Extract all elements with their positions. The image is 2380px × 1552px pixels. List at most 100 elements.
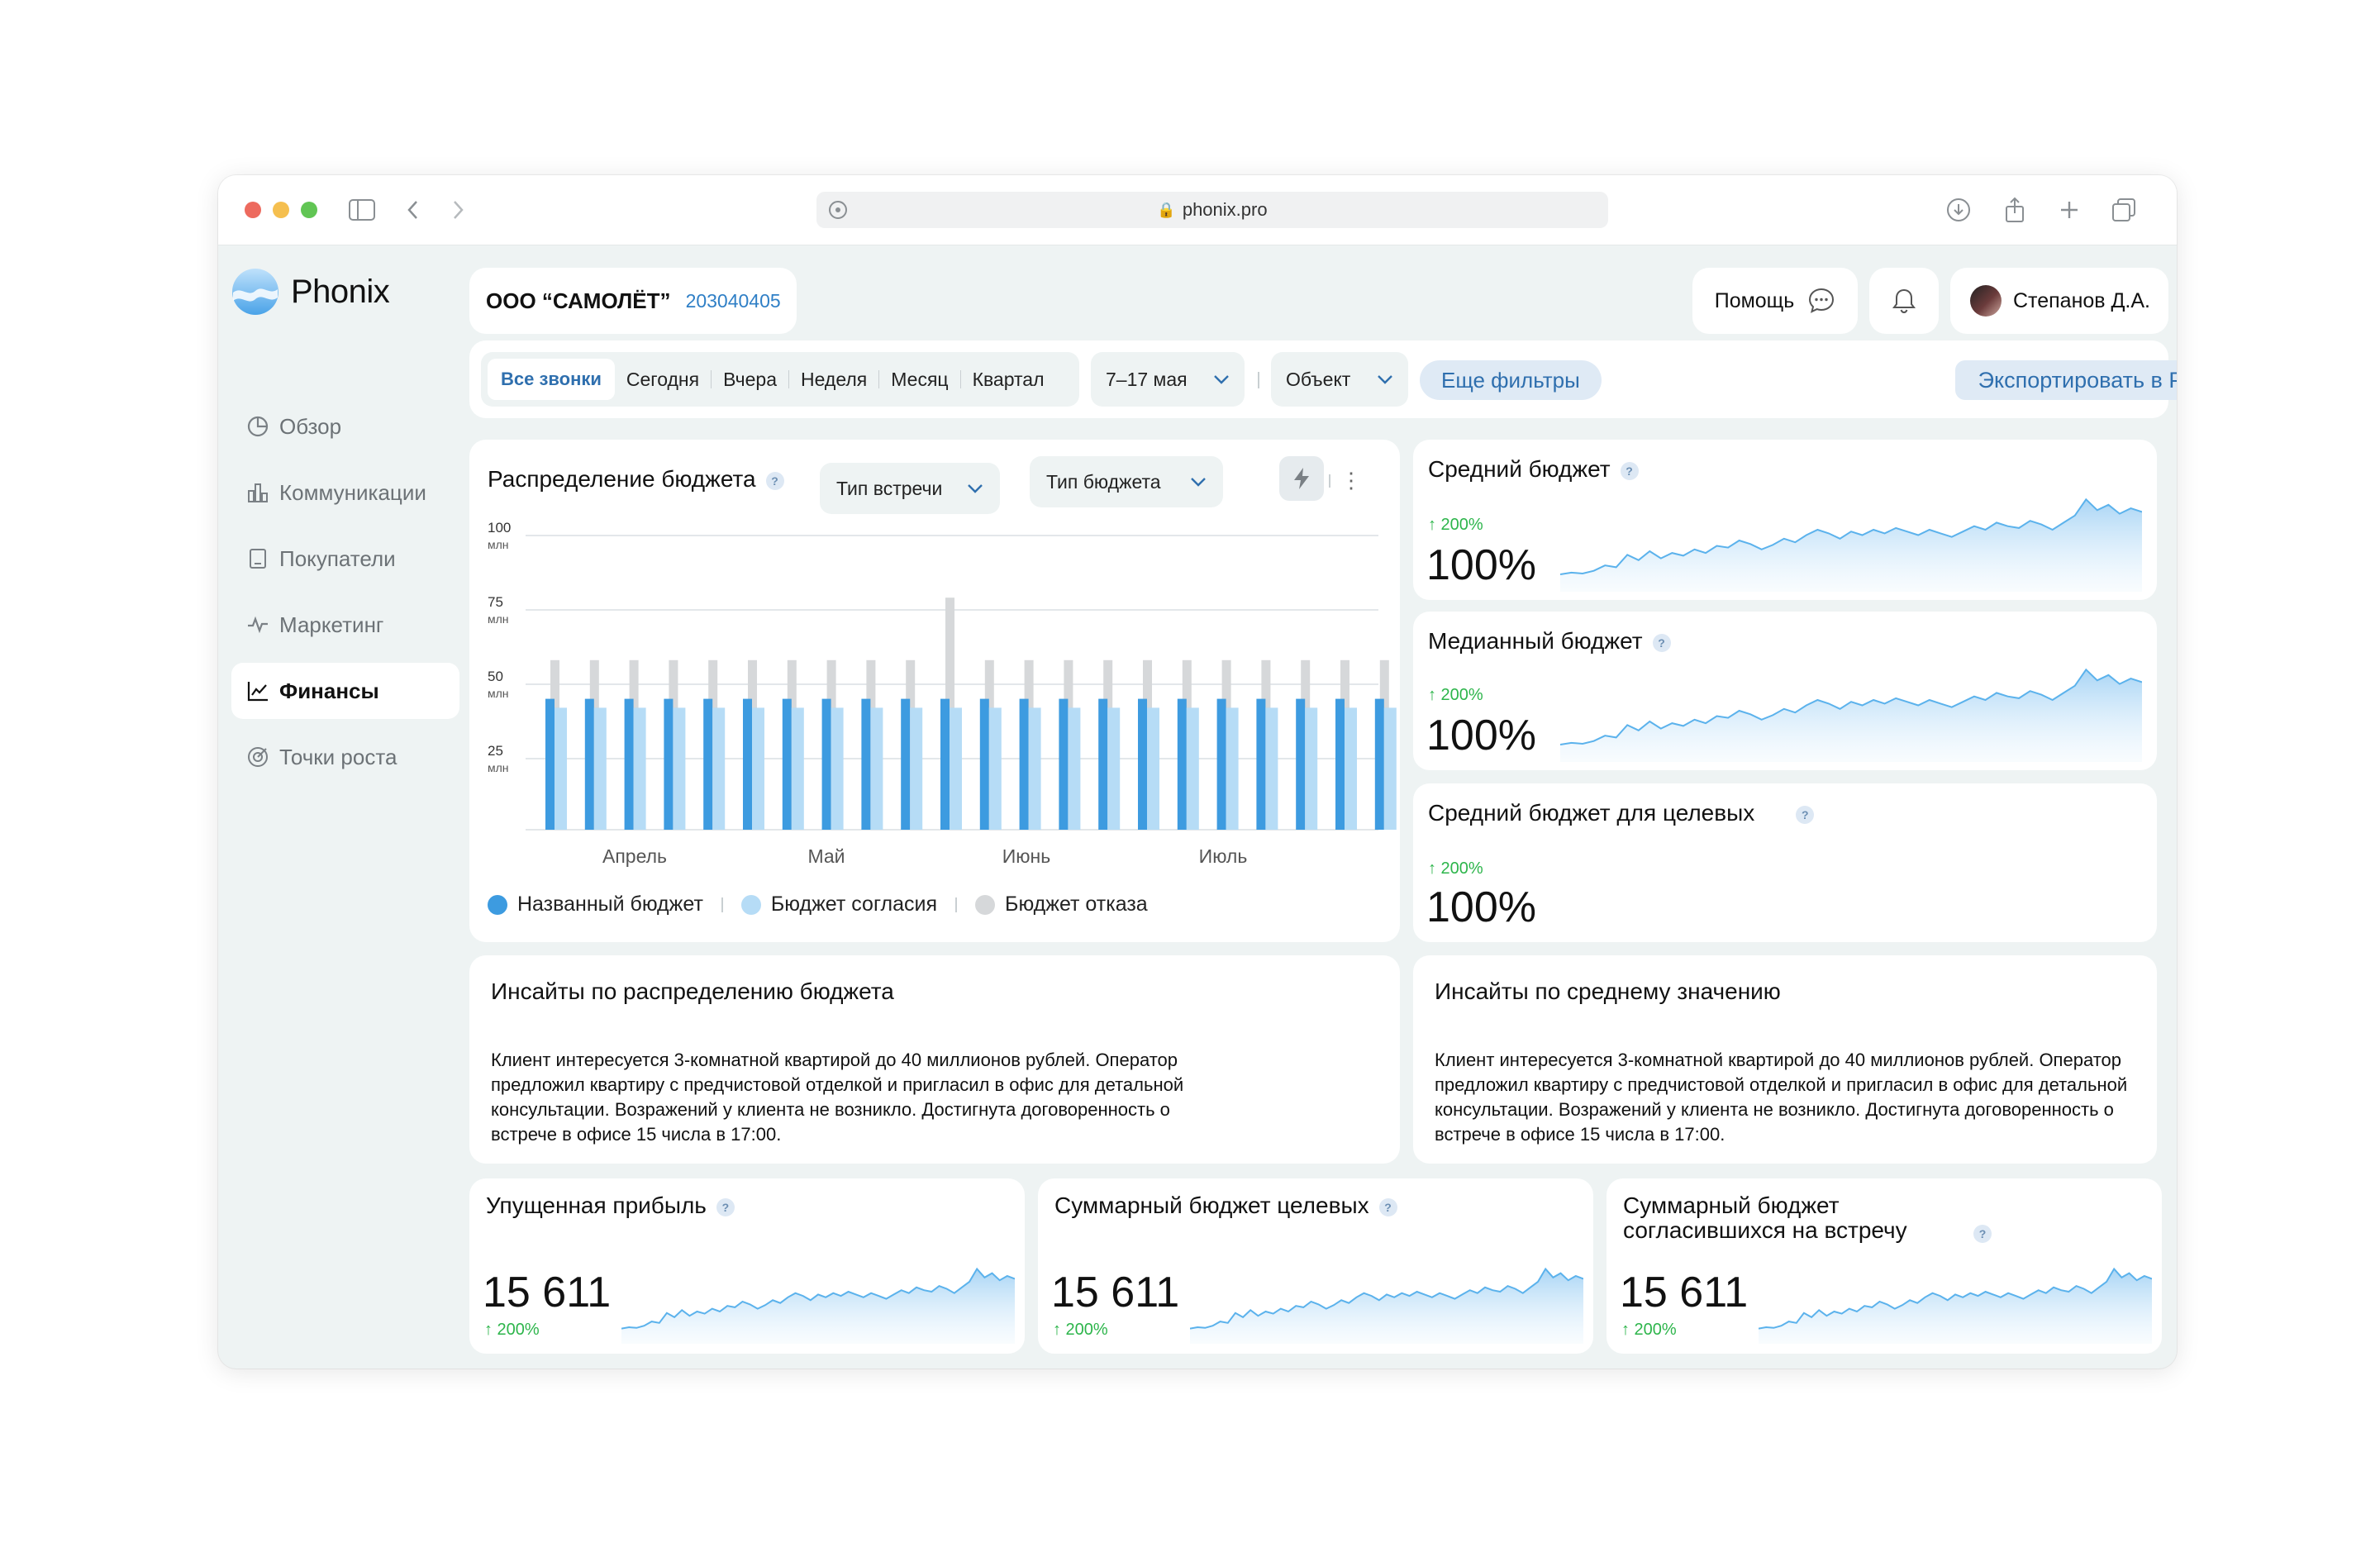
download-icon[interactable] <box>1945 197 1972 223</box>
chart-title: Распределение бюджета? <box>488 466 784 493</box>
period-all-calls[interactable]: Все звонки <box>488 359 615 400</box>
lock-icon: 🔒 <box>1157 201 1176 218</box>
bar-agreement <box>712 707 726 830</box>
sparkline <box>1759 1267 2152 1344</box>
back-icon[interactable] <box>400 197 426 223</box>
bar-agreement <box>910 707 923 830</box>
insight-body: Клиент интересуется 3-комнатной квартиро… <box>1435 1050 2128 1145</box>
app-name: Phonix <box>291 273 390 310</box>
sidebar-item-finance[interactable]: Финансы <box>231 663 459 719</box>
sidebar-item-buyers[interactable]: Покупатели <box>231 531 459 587</box>
bar-named <box>743 698 752 830</box>
median-budget-card: Медианный бюджет? ↑ 200% 100% <box>1413 612 2157 770</box>
address-bar[interactable]: 🔒 phonix.pro <box>816 192 1608 228</box>
user-menu[interactable]: Степанов Д.А. <box>1950 268 2168 334</box>
bar-named <box>821 698 831 830</box>
more-filters-button[interactable]: Еще фильтры <box>1420 360 1602 400</box>
legend-named-budget: Названный бюджет <box>517 893 703 916</box>
bar-agreement <box>1265 707 1278 830</box>
help-icon[interactable]: ? <box>1620 461 1639 480</box>
bar-agreement <box>555 707 567 830</box>
sparkline <box>1560 668 2142 762</box>
chart-legend: Названный бюджет Бюджет согласия Бюджет … <box>488 893 1148 916</box>
sidebar-item-marketing[interactable]: Маркетинг <box>231 597 459 653</box>
lost-profit-card: Упущенная прибыль? 15 611 ↑ 200% <box>469 1178 1025 1354</box>
contacts-book-icon <box>243 544 273 574</box>
y-tick-unit: млн <box>488 612 509 626</box>
bar-agreement <box>1226 707 1239 830</box>
period-today[interactable]: Сегодня <box>626 368 700 390</box>
budget-type-dropdown[interactable]: Тип бюджета <box>1030 456 1223 507</box>
new-tab-icon[interactable] <box>2056 197 2082 223</box>
period-yesterday[interactable]: Вчера <box>723 368 777 390</box>
bar-agreement <box>1383 707 1397 830</box>
help-icon[interactable]: ? <box>765 471 784 490</box>
legend-refusal-budget: Бюджет отказа <box>1005 893 1148 916</box>
share-icon[interactable] <box>2002 197 2028 223</box>
average-insights-card: Инсайты по среднему значению Клиент инте… <box>1413 955 2157 1164</box>
tab-overview-icon[interactable] <box>2111 197 2137 223</box>
bar-named <box>584 698 594 830</box>
lightning-icon[interactable] <box>1279 456 1324 501</box>
metric-value: 100% <box>1426 712 1536 759</box>
maximize-window-button[interactable] <box>301 202 317 218</box>
chevron-down-icon <box>1190 477 1207 487</box>
help-icon[interactable]: ? <box>1652 633 1671 652</box>
metric-title: Средний бюджет? <box>1428 456 1639 483</box>
sparkline <box>621 1267 1015 1344</box>
legend-dot-refusal <box>975 894 996 915</box>
bar-named <box>545 698 555 830</box>
kpi-change: ↑ 200% <box>1053 1321 1108 1339</box>
period-quarter[interactable]: Квартал <box>972 368 1045 390</box>
company-card[interactable]: ООО “САМОЛЁТ” 203040405 <box>469 268 797 334</box>
user-name: Степанов Д.А. <box>2013 288 2151 312</box>
forward-icon[interactable] <box>445 197 471 223</box>
notifications-button[interactable] <box>1869 268 1939 334</box>
bar-agreement <box>1028 707 1041 830</box>
export-pdf-button[interactable]: Экспортировать в PDF <box>1955 360 2177 400</box>
y-tick-label: 25 <box>488 743 503 759</box>
filters-bar: Все звонки Сегодня Вчера Неделя Месяц Кв… <box>469 340 2177 418</box>
help-icon[interactable]: ? <box>716 1197 735 1216</box>
object-dropdown[interactable]: Объект <box>1271 352 1408 407</box>
help-icon[interactable]: ? <box>1378 1197 1397 1216</box>
sidebar-item-label: Маркетинг <box>279 612 384 637</box>
average-budget-card: Средний бюджет? ↑ 200% 100% <box>1413 440 2157 600</box>
period-week[interactable]: Неделя <box>801 368 868 390</box>
help-icon[interactable]: ? <box>1973 1225 1992 1243</box>
sidebar-item-growth-points[interactable]: Точки роста <box>231 729 459 785</box>
period-month[interactable]: Месяц <box>891 368 949 390</box>
sparkline-line <box>1759 1267 2152 1330</box>
divider <box>711 370 712 388</box>
budget-distribution-card: Распределение бюджета? Тип встречи Тип б… <box>469 440 1400 942</box>
more-options-icon[interactable]: ⋮ <box>1340 468 1362 493</box>
kpi-title: Упущенная прибыль? <box>486 1193 735 1218</box>
privacy-shield-icon[interactable] <box>828 200 848 225</box>
minimize-window-button[interactable] <box>273 202 289 218</box>
legend-dot-named <box>488 894 507 915</box>
sidebar-item-communications[interactable]: Коммуникации <box>231 464 459 521</box>
meeting-type-dropdown[interactable]: Тип встречи <box>820 463 1000 514</box>
metric-change: ↑ 200% <box>1428 516 1483 534</box>
date-range-dropdown[interactable]: 7–17 мая <box>1091 352 1245 407</box>
divider <box>1258 372 1259 388</box>
object-value: Объект <box>1286 368 1351 390</box>
bar-named <box>1216 698 1226 830</box>
y-tick-unit: млн <box>488 687 509 700</box>
app-logo[interactable]: Phonix <box>231 268 390 316</box>
bar-agreement <box>988 707 1002 830</box>
x-tick-label: Июль <box>1199 845 1248 867</box>
company-inn[interactable]: 203040405 <box>685 289 781 312</box>
insight-body: Клиент интересуется 3-комнатной квартиро… <box>491 1050 1184 1145</box>
period-selector: Все звонки Сегодня Вчера Неделя Месяц Кв… <box>481 352 1079 407</box>
help-icon[interactable]: ? <box>1796 805 1815 824</box>
bar-agreement <box>633 707 646 830</box>
sidebar-toggle-icon[interactable] <box>349 197 375 223</box>
sparkline-line <box>1560 497 2142 575</box>
help-button[interactable]: Помощь <box>1692 268 1858 334</box>
bar-named <box>1374 698 1384 830</box>
sidebar-item-overview[interactable]: Обзор <box>231 398 459 455</box>
bar-agreement <box>752 707 764 830</box>
close-window-button[interactable] <box>245 202 261 218</box>
bar-named <box>1335 698 1345 830</box>
